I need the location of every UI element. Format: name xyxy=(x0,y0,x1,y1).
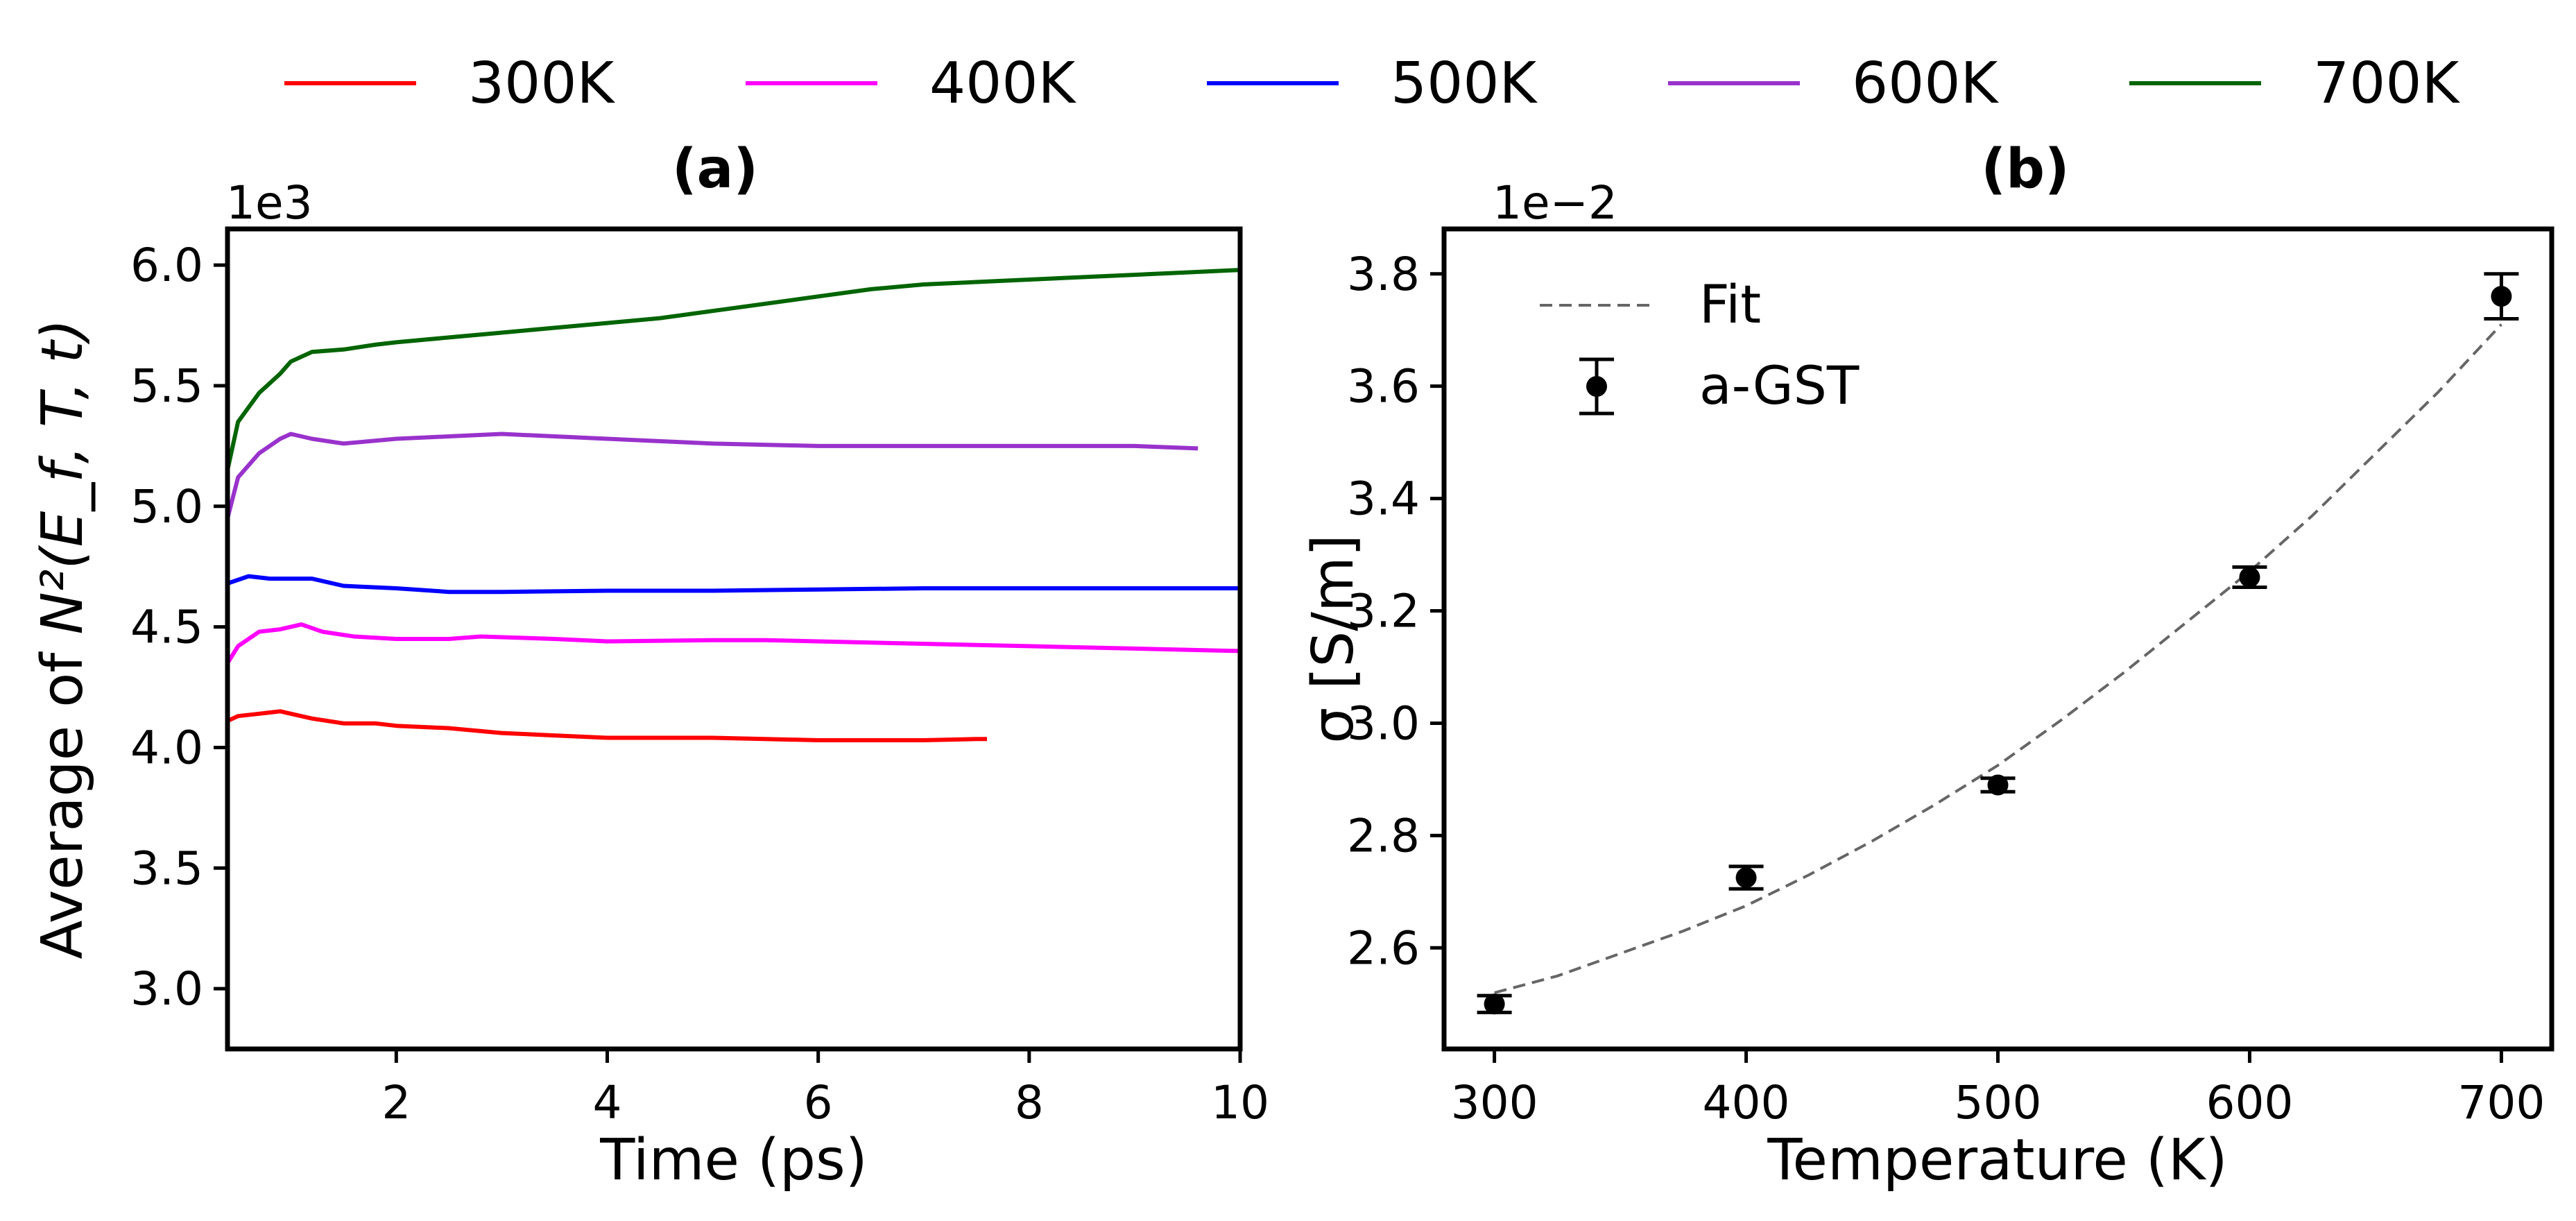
data-point-400 xyxy=(1728,864,1764,891)
a-ytick-label: 3.5 xyxy=(130,842,203,895)
panel-a: (a) 1e3 2 4 6 8 10 3.0 3.5 4.0 4.5 5.0 5.5 6.0 Tim… xyxy=(30,138,1269,1193)
series-line-600K xyxy=(225,432,1199,519)
panel-a-xlabel: Time (ps) xyxy=(599,1127,868,1193)
top-legend: 300K 400K 500K 600K 700K xyxy=(284,51,2461,117)
panel-b-legend: Fit a-GST xyxy=(1540,273,1860,416)
series-line-400K xyxy=(225,622,1241,665)
data-marker xyxy=(1735,867,1757,889)
a-xtick-label: 10 xyxy=(1211,1076,1269,1129)
data-marker xyxy=(1484,993,1505,1015)
a-ytick-label: 4.5 xyxy=(130,601,203,654)
legend-agst-marker xyxy=(1579,357,1614,416)
b-xtick-label: 600 xyxy=(2206,1076,2293,1129)
legend-fit-label: Fit xyxy=(1699,273,1761,335)
b-ytick-label: 3.4 xyxy=(1347,472,1420,526)
legend-label-700K: 700K xyxy=(2313,51,2461,117)
a-xtick-label: 2 xyxy=(381,1076,411,1129)
b-ytick-label: 3.0 xyxy=(1347,697,1420,750)
series-line-500K xyxy=(227,574,1240,595)
series-line-300K xyxy=(226,709,987,742)
series-line-700K xyxy=(225,268,1241,471)
a-ytick-label: 4.0 xyxy=(130,721,203,774)
b-ytick-label: 2.8 xyxy=(1347,809,1420,862)
b-xtick-label: 400 xyxy=(1703,1076,1790,1129)
data-marker xyxy=(2491,286,2512,307)
data-marker xyxy=(2239,566,2260,588)
panel-a-frame xyxy=(225,226,1243,1052)
b-ytick-label: 3.8 xyxy=(1347,248,1420,301)
panel-a-title: (a) xyxy=(672,138,758,200)
panel-b: (b) 1e−2 300 400 500 600 700 2.6 2.8 3.0 3.2 3.4… xyxy=(1300,138,2554,1193)
a-xtick-label: 4 xyxy=(593,1076,622,1129)
b-xtick-label: 500 xyxy=(1955,1076,2042,1129)
data-point-300 xyxy=(1477,993,1512,1015)
b-xtick-label: 700 xyxy=(2457,1076,2545,1129)
legend-label-400K: 400K xyxy=(929,51,1077,117)
data-point-700 xyxy=(2484,272,2519,321)
a-ytick-label: 5.0 xyxy=(130,480,203,533)
b-ytick-label: 3.2 xyxy=(1347,585,1420,638)
a-ytick-label: 6.0 xyxy=(130,239,203,292)
panel-b-offset-label: 1e−2 xyxy=(1493,176,1617,230)
panel-b-title: (b) xyxy=(1981,138,2069,200)
data-point-600 xyxy=(2232,565,2267,590)
a-ytick-label: 3.0 xyxy=(130,962,203,1016)
a-xtick-label: 8 xyxy=(1015,1076,1044,1129)
legend-label-500K: 500K xyxy=(1391,51,1538,117)
panel-b-frame xyxy=(1441,226,2554,1052)
legend-agst-label: a-GST xyxy=(1699,355,1860,416)
legend-label-300K: 300K xyxy=(468,51,616,117)
fit-line xyxy=(1494,323,2502,994)
b-ytick-label: 3.6 xyxy=(1347,360,1420,413)
a-ytick-label: 5.5 xyxy=(130,359,203,413)
panel-b-ylabel: σ [S/m] xyxy=(1300,534,1366,744)
panel-a-offset-label: 1e3 xyxy=(226,176,313,230)
panel-a-ylabel: Average of N²(E_f, T, t) xyxy=(30,318,96,959)
b-ytick-label: 2.6 xyxy=(1347,921,1420,975)
legend-label-600K: 600K xyxy=(1852,51,2000,117)
a-xtick-label: 6 xyxy=(804,1076,833,1129)
panel-b-xlabel: Temperature (K) xyxy=(1767,1127,2227,1193)
b-xtick-label: 300 xyxy=(1451,1076,1538,1129)
data-point-500 xyxy=(1980,774,2016,796)
data-marker xyxy=(1987,774,2009,796)
